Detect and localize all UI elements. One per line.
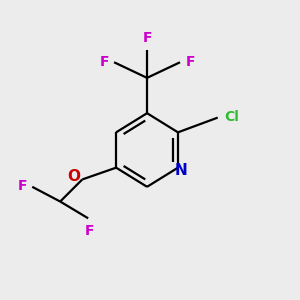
Text: N: N: [175, 163, 187, 178]
Text: F: F: [17, 179, 27, 193]
Text: F: F: [85, 224, 94, 238]
Text: Cl: Cl: [224, 110, 239, 124]
Text: O: O: [67, 169, 80, 184]
Text: F: F: [185, 55, 195, 69]
Text: F: F: [142, 31, 152, 45]
Text: F: F: [99, 55, 109, 69]
